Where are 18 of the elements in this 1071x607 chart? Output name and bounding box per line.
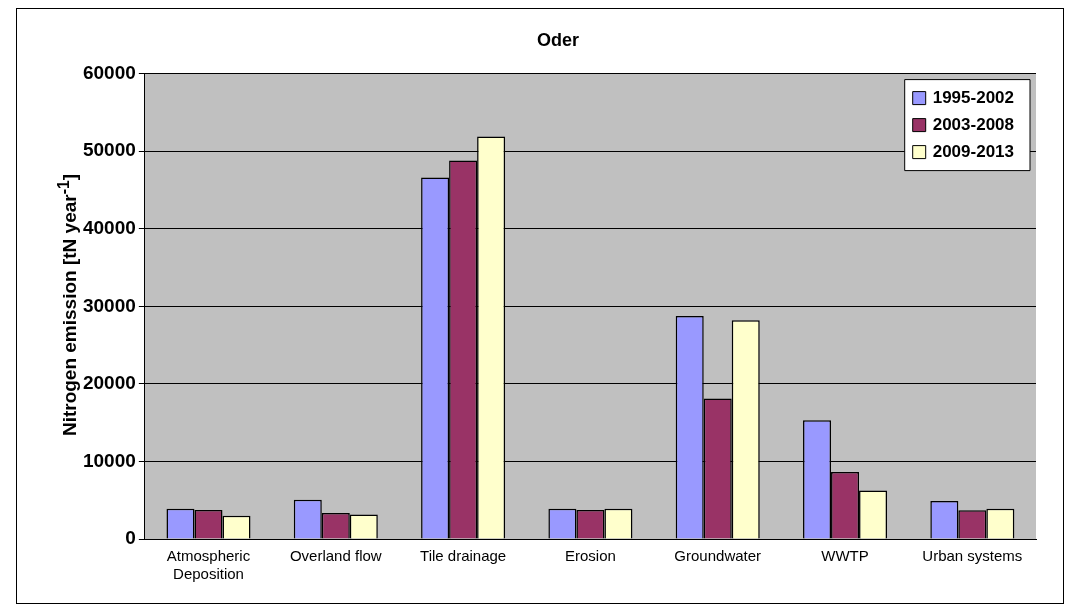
legend-label: 1995-2002 [932, 88, 1015, 108]
x-tick-label: WWTP [821, 547, 869, 565]
y-tick-label: 40000 [82, 216, 136, 238]
y-tick-label: 30000 [82, 294, 136, 316]
x-tick-label: Groundwater [674, 547, 762, 565]
x-tick-label: Overland flow [289, 547, 382, 565]
y-tick-label: 20000 [82, 372, 136, 394]
chart-title: Oder [536, 29, 580, 50]
legend-label: 2009-2013 [932, 142, 1015, 162]
y-tick-label: 60000 [82, 61, 136, 83]
y-tick-label: 0 [125, 527, 136, 549]
x-tick-label: Urban systems [922, 547, 1023, 565]
y-tick-label: 10000 [82, 449, 136, 471]
x-tick-label: Atmospheric Deposition [166, 547, 251, 583]
x-tick-label: Tile drainage [420, 547, 507, 565]
legend-label: 2003-2008 [932, 115, 1015, 135]
y-tick-label: 50000 [82, 139, 136, 161]
x-tick-label: Erosion [564, 547, 616, 565]
